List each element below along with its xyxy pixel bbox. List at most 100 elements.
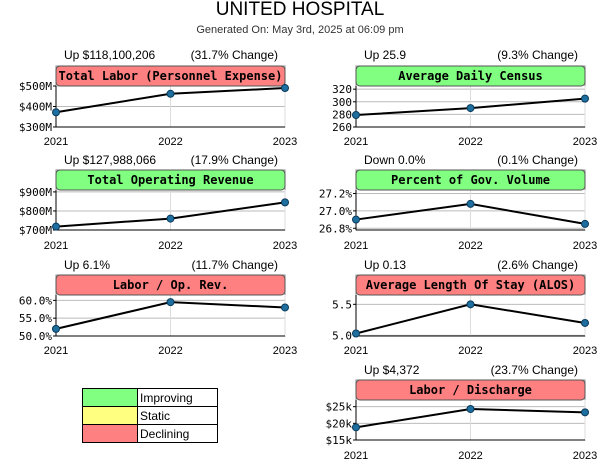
x-tick-label: 2022 — [458, 345, 482, 357]
y-tick-label: 300 — [332, 96, 352, 109]
data-point — [52, 108, 60, 117]
data-point — [166, 298, 175, 307]
x-tick-label: 2022 — [458, 240, 482, 252]
chart-change: (23.7% Change) — [491, 363, 578, 377]
chart-title: Labor / Discharge — [409, 383, 532, 397]
y-tick-label: 27.0% — [319, 205, 352, 218]
y-tick-label: $15k — [326, 434, 353, 447]
y-tick-label: 27.2% — [319, 187, 352, 200]
chart-change: (31.7% Change) — [191, 48, 278, 62]
y-tick-label: $700M — [19, 224, 52, 237]
data-point — [466, 405, 475, 413]
chart-summary: Up $118,100,206 — [64, 48, 156, 62]
data-point — [352, 215, 360, 224]
y-tick-label: 260 — [332, 121, 352, 134]
legend-label-declining: Declining — [137, 424, 218, 443]
legend-label-static: Static — [137, 406, 218, 425]
x-tick-label: 2021 — [44, 240, 68, 252]
y-tick-label: $400M — [19, 101, 52, 114]
chart-title: Labor / Op. Rev. — [113, 278, 229, 292]
x-tick-label: 2023 — [573, 450, 597, 462]
chart-panel-6: Up 0.13 (2.6% Change) 5.0 5.5 2021 2022 2023 Av… — [332, 258, 597, 357]
chart-title-band — [355, 379, 586, 401]
chart-summary: Up $4,372 — [364, 363, 420, 377]
chart-panel-5: Up 6.1% (11.7% Change) 50.0% 55.0% 60.0% 2021… — [19, 258, 297, 357]
y-tick-label: 5.0 — [332, 329, 352, 342]
chart-summary: Up 6.1% — [64, 258, 110, 272]
chart-panel-4: Down 0.0% (0.1% Change) 26.8% 27.0% 27.2% 202… — [319, 153, 597, 252]
chart-panel-3: Up $127,988,066 (17.9% Change) $700M $800M $… — [19, 153, 297, 252]
y-tick-label: 5.5 — [332, 298, 352, 311]
chart-title: Percent of Gov. Volume — [391, 173, 550, 187]
x-tick-label: 2021 — [344, 240, 368, 252]
data-point — [352, 329, 360, 338]
chart-change: (0.1% Change) — [497, 153, 578, 167]
chart-title: Average Length Of Stay (ALOS) — [366, 278, 576, 292]
x-tick-label: 2022 — [158, 136, 182, 148]
data-point — [581, 94, 589, 103]
y-tick-label: $900M — [19, 186, 52, 199]
chart-title-band — [355, 169, 586, 191]
y-tick-label: $300M — [19, 121, 52, 134]
chart-summary: Up 0.13 — [364, 258, 406, 272]
chart-title-band — [355, 65, 586, 87]
legend-label-improving: Improving — [137, 388, 218, 407]
y-tick-label: 55.0% — [19, 312, 52, 325]
x-tick-label: 2023 — [273, 240, 297, 252]
y-tick-label: 320 — [332, 83, 352, 96]
legend-swatch-declining — [82, 424, 138, 443]
x-tick-label: 2021 — [344, 136, 368, 148]
chart-title-band — [55, 274, 286, 296]
data-point — [352, 111, 360, 120]
x-tick-label: 2022 — [458, 450, 482, 462]
chart-title-band — [355, 274, 586, 296]
legend-row-static: Static — [82, 406, 218, 425]
data-point — [281, 303, 289, 312]
chart-panel-7: Up $4,372 (23.7% Change) $15k $20k $25k 2021 2… — [326, 363, 598, 462]
chart-summary: Up $127,988,066 — [64, 153, 156, 167]
x-tick-label: 2023 — [573, 240, 597, 252]
chart-title-band — [55, 65, 286, 87]
page-title: UNITED HOSPITAL — [215, 0, 385, 20]
x-tick-label: 2022 — [158, 345, 182, 357]
y-tick-label: 60.0% — [19, 294, 52, 307]
x-tick-label: 2023 — [273, 136, 297, 148]
generated-timestamp: Generated On: May 3rd, 2025 at 06:09 pm — [196, 24, 404, 36]
data-point — [466, 199, 475, 208]
y-tick-label: $800M — [19, 205, 52, 218]
x-tick-label: 2021 — [344, 345, 368, 357]
data-point — [466, 104, 475, 113]
chart-title-band — [55, 169, 286, 191]
data-point — [352, 423, 360, 432]
data-point — [581, 219, 589, 228]
chart-panel-1: Up $118,100,206 (31.7% Change) $300M $400M $… — [19, 48, 297, 148]
chart-summary: Down 0.0% — [364, 153, 426, 167]
y-tick-label: 26.8% — [319, 222, 352, 235]
chart-title: Total Operating Revenue — [87, 173, 253, 187]
y-tick-label: $20k — [326, 417, 353, 430]
x-tick-label: 2023 — [273, 345, 297, 357]
x-tick-label: 2022 — [458, 136, 482, 148]
chart-change: (2.6% Change) — [497, 258, 578, 272]
chart-change: (17.9% Change) — [191, 153, 278, 167]
legend-swatch-improving — [82, 388, 138, 407]
data-point — [581, 408, 589, 417]
data-point — [52, 222, 60, 231]
data-point — [166, 214, 175, 223]
data-point — [166, 89, 175, 98]
status-legend: Improving Static Declining — [82, 388, 218, 443]
y-tick-label: $25k — [326, 401, 353, 414]
legend-row-improving: Improving — [82, 388, 218, 407]
data-point — [281, 84, 289, 93]
data-point — [581, 318, 589, 327]
x-tick-label: 2022 — [158, 240, 182, 252]
chart-change: (9.3% Change) — [497, 48, 578, 62]
legend-row-declining: Declining — [82, 424, 218, 443]
y-tick-label: $500M — [19, 80, 52, 93]
x-tick-label: 2021 — [44, 345, 68, 357]
x-tick-label: 2021 — [44, 136, 68, 148]
chart-title: Total Labor (Personnel Expense) — [59, 69, 283, 83]
data-point — [52, 324, 60, 333]
